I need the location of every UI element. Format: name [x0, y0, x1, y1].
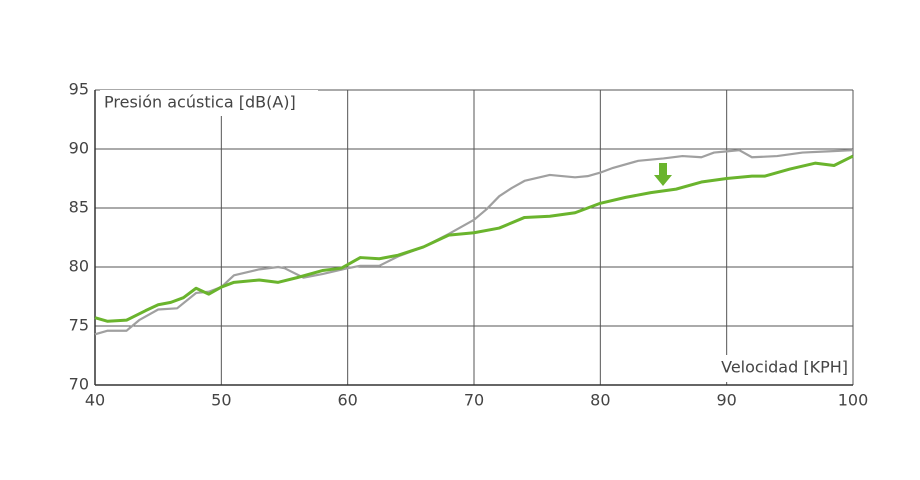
- grid: [94, 89, 854, 386]
- y-tick-label: 70: [69, 375, 89, 394]
- x-tick-label: 50: [211, 391, 231, 410]
- arrow-icon: [654, 163, 672, 186]
- label-backdrop: [636, 355, 850, 382]
- y-tick-label: 80: [69, 257, 89, 276]
- x-tick-label: 40: [85, 391, 105, 410]
- series-line: [94, 154, 854, 323]
- x-tick-label: 70: [464, 391, 484, 410]
- label-backdrop: [100, 90, 318, 116]
- x-tick-label: 60: [337, 391, 357, 410]
- y-axis-label: Presión acústica [dB(A)]: [104, 93, 296, 112]
- y-tick-label: 90: [69, 139, 89, 158]
- y-tick-label: 85: [69, 198, 89, 217]
- y-tick-label: 75: [69, 316, 89, 335]
- y-tick-label: 95: [69, 80, 89, 99]
- x-tick-label: 80: [590, 391, 610, 410]
- x-tick-label: 100: [838, 391, 869, 410]
- lines: [94, 149, 854, 336]
- series-line: [94, 149, 854, 336]
- x-axis-label: Velocidad [KPH]: [721, 358, 848, 377]
- x-tick-label: 90: [716, 391, 736, 410]
